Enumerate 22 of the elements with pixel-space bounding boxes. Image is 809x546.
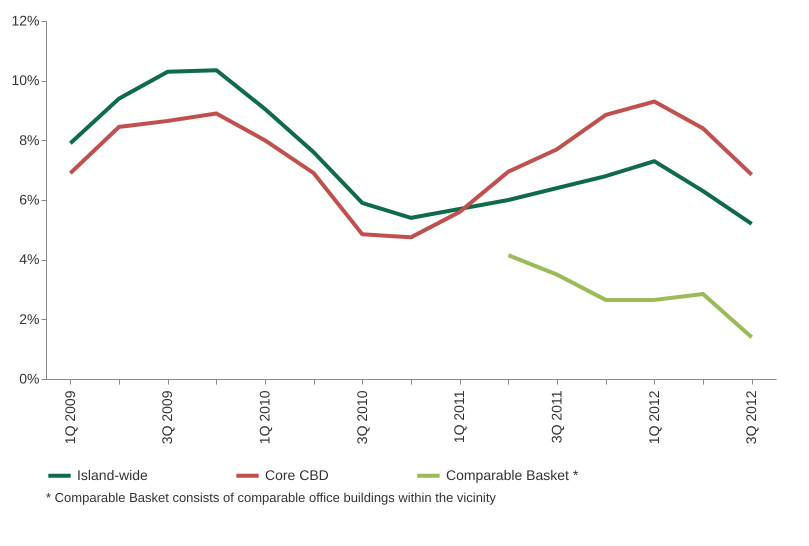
y-tick-label: 4% [19,251,40,268]
line-series [68,68,754,226]
x-tick-label: 3Q 2010 [354,390,370,444]
y-tick-label: 6% [19,192,40,208]
line-series [506,253,754,340]
legend-label: Core CBD [265,466,329,483]
y-tick-label: 8% [19,132,40,148]
x-tick-label: 1Q 2009 [62,390,78,444]
y-tick-label: 0% [19,370,40,386]
x-tick-label: 1Q 2011 [451,390,468,444]
x-tick-label: 1Q 2012 [646,390,662,444]
legend-label: Island-wide [77,466,148,483]
line-series [68,100,754,240]
text: * Comparable Basket consists of comparable office buildings within the vicinity [46,490,496,505]
y-tick-label: 10% [11,72,40,88]
x-tick-label: 1Q 2010 [256,390,272,444]
y-tick-label: 2% [19,310,40,327]
x-tick-label: 3Q 2009 [159,390,176,444]
legend-label: Comparable Basket * [446,466,579,483]
y-tick-label: 12% [11,12,40,28]
x-tick-label: 3Q 2011 [548,390,564,444]
x-tick-label: 3Q 2012 [743,390,760,444]
